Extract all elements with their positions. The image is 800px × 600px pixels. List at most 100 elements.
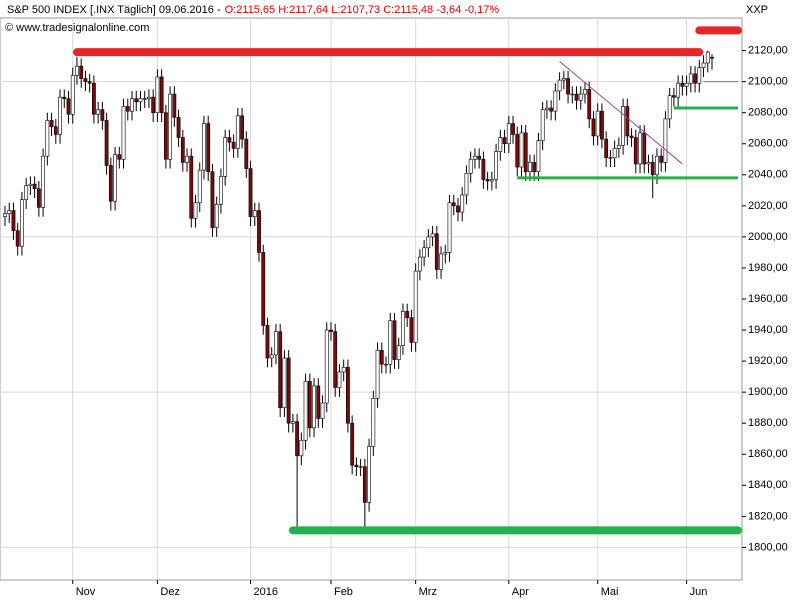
candle-body (219, 176, 223, 205)
candle-body (477, 155, 482, 160)
candle-body (320, 402, 325, 419)
y-tick-label: 2020,00 (748, 200, 788, 212)
candle-body (629, 135, 634, 138)
candle-body (24, 185, 29, 200)
candle-body (502, 137, 507, 145)
candle-body (388, 320, 393, 365)
candle-body (100, 109, 105, 121)
candle-body (519, 132, 524, 168)
candle-body (134, 98, 139, 103)
source: © www.tradesignalonline.com (5, 22, 149, 34)
candle-body (405, 311, 410, 318)
candle-body (595, 110, 600, 137)
candle-body (460, 194, 465, 213)
candle-body (583, 89, 587, 95)
candle-body (536, 140, 541, 172)
candle-body (159, 76, 164, 114)
candle-body (83, 78, 88, 82)
candle-body (354, 464, 359, 467)
candle-body (600, 110, 604, 140)
candle-body (621, 106, 625, 146)
candle-body (392, 320, 397, 360)
candle-body (642, 132, 647, 165)
candle-body (612, 148, 617, 159)
candle-body (223, 137, 228, 177)
candle-body (92, 82, 96, 115)
candle-body (172, 93, 177, 118)
y-tick-label: 2100,00 (748, 76, 788, 88)
candle-body (680, 82, 685, 87)
candle-body (58, 96, 62, 135)
candle-body (430, 233, 435, 238)
candle-body (96, 109, 101, 115)
y-tick-label: 1920,00 (748, 355, 788, 367)
y-tick-label: 1900,00 (748, 386, 788, 398)
candle-body (375, 349, 380, 399)
candle-body (41, 155, 46, 208)
candle-body (667, 95, 672, 120)
candle-body (11, 210, 16, 231)
candle-body (710, 57, 714, 59)
y-tick-label: 1940,00 (748, 324, 788, 336)
candle-body (362, 466, 367, 503)
candle-body (231, 141, 236, 149)
candle-body (168, 93, 173, 160)
candle-body (142, 98, 147, 100)
candle-body (227, 137, 232, 143)
candle-body (540, 109, 545, 141)
candle-body (350, 422, 355, 466)
candle-body (570, 93, 575, 96)
candle-body (274, 331, 278, 356)
candle-body (676, 82, 681, 98)
candle-body (261, 252, 266, 326)
candle-body (434, 233, 439, 270)
candle-body (290, 421, 295, 424)
candle-body (303, 380, 308, 441)
candle-body (367, 446, 371, 503)
y-tick-label: 2120,00 (748, 45, 788, 57)
candle-body (130, 98, 134, 112)
x-tick-label: Apr (512, 586, 529, 598)
candle-body (498, 137, 503, 152)
y-tick-label: 1820,00 (748, 510, 788, 522)
candle-body (329, 329, 333, 332)
candle-body (197, 169, 202, 204)
y-tick-label: 2040,00 (748, 169, 788, 181)
candle-body (28, 183, 33, 186)
x-tick-label: Nov (76, 586, 96, 598)
candle-body (561, 78, 566, 81)
x-tick-label: 2016 (254, 586, 278, 598)
candle-body (532, 162, 537, 172)
candle-body (113, 154, 117, 202)
candle-body (108, 165, 113, 202)
candle-body (36, 188, 41, 208)
candle-body (401, 311, 405, 346)
candle-body (489, 179, 494, 182)
candle-body (138, 98, 143, 103)
candle-body (206, 123, 211, 172)
candle-body (379, 349, 384, 365)
candle-body (578, 93, 583, 101)
y-tick-label: 2000,00 (748, 231, 788, 243)
candle-body (671, 95, 676, 98)
candle-body (544, 107, 549, 110)
candle-body (265, 325, 270, 359)
candle-body (295, 421, 300, 457)
quote: O:2115,65 H:2117,64 L:2107,73 C:2115,48 … (225, 4, 500, 16)
candle-body (307, 380, 312, 429)
x-tick-label: Dez (160, 586, 180, 598)
candle-body (705, 51, 710, 64)
candle-body (384, 363, 388, 366)
x-tick-label: Jun (690, 586, 708, 598)
y-tick-label: 2080,00 (748, 107, 788, 119)
candle-body (608, 157, 613, 159)
candle-body (244, 138, 249, 169)
candle-body (566, 78, 570, 95)
candle-body (121, 106, 126, 160)
candle-body (574, 93, 579, 101)
y-tick-label: 1800,00 (748, 541, 788, 553)
candle-body (147, 96, 151, 100)
candle-body (316, 385, 321, 419)
